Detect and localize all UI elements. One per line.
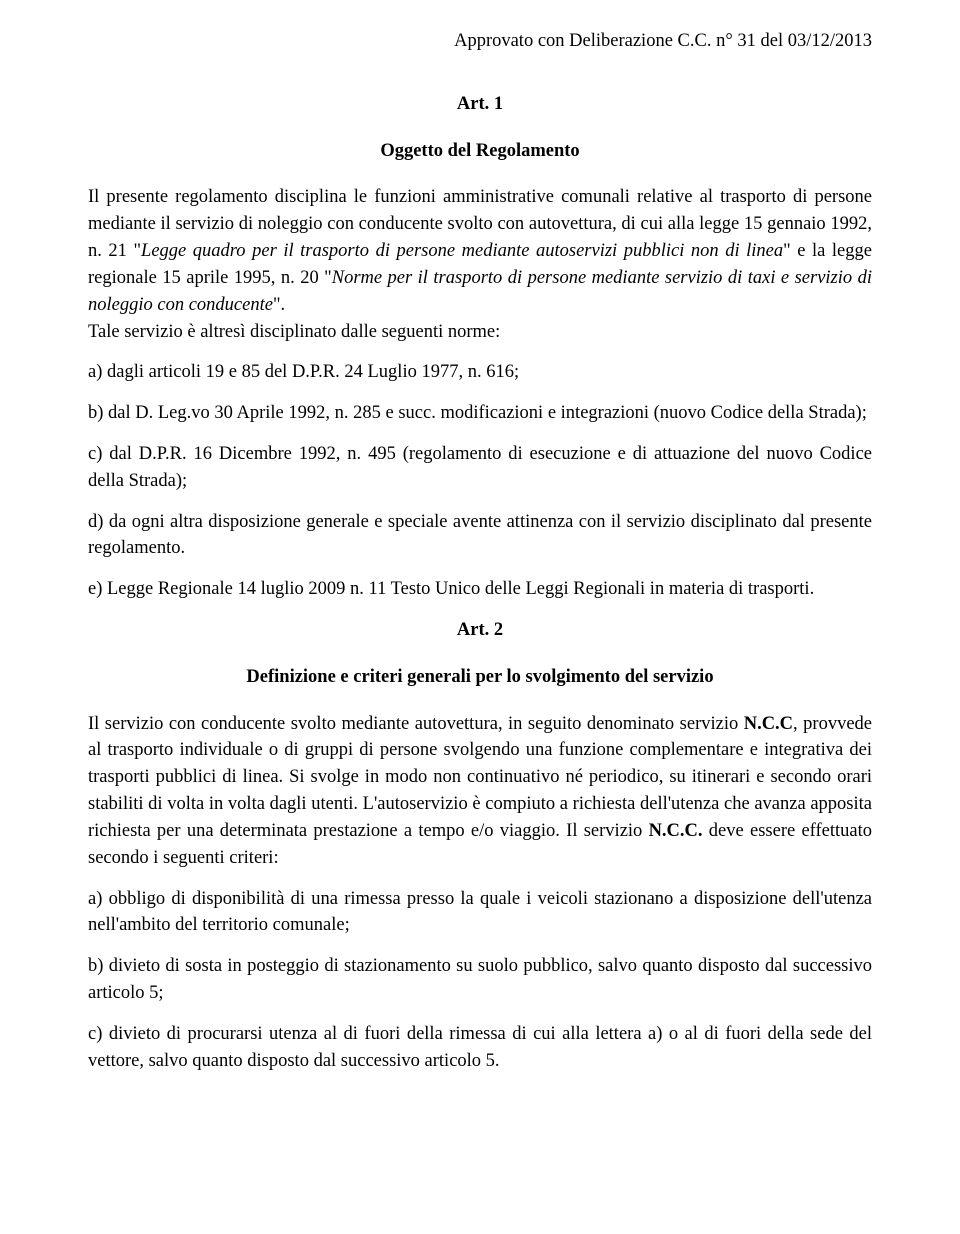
art1-item-b: b) dal D. Leg.vo 30 Aprile 1992, n. 285 … <box>88 400 872 427</box>
art1-citation-1: Legge quadro per il trasporto di persone… <box>141 241 783 261</box>
art2-item-c: c) divieto di procurarsi utenza al di fu… <box>88 1021 872 1075</box>
art1-intro: Il presente regolamento disciplina le fu… <box>88 184 872 345</box>
art1-item-c: c) dal D.P.R. 16 Dicembre 1992, n. 495 (… <box>88 441 872 495</box>
art2-heading: Art. 2 <box>88 617 872 644</box>
art2-item-b: b) divieto di sosta in posteggio di staz… <box>88 953 872 1007</box>
art2-paragraph-1: Il servizio con conducente svolto median… <box>88 711 872 872</box>
art1-item-e: e) Legge Regionale 14 luglio 2009 n. 11 … <box>88 576 872 603</box>
art2-subtitle: Definizione e criteri generali per lo sv… <box>88 664 872 691</box>
art1-subtitle: Oggetto del Regolamento <box>88 138 872 165</box>
art1-intro-post: ". <box>273 295 285 315</box>
art2-ncc-2: N.C.C. <box>649 821 703 841</box>
art2-item-a: a) obbligo di disponibilità di una rimes… <box>88 886 872 940</box>
art2-p1-pre: Il servizio con conducente svolto median… <box>88 714 744 734</box>
approval-header: Approvato con Deliberazione C.C. n° 31 d… <box>88 28 872 55</box>
art1-tale: Tale servizio è altresì disciplinato dal… <box>88 322 500 342</box>
art1-item-d: d) da ogni altra disposizione generale e… <box>88 509 872 563</box>
art1-heading: Art. 1 <box>88 91 872 118</box>
art2-ncc-1: N.C.C <box>744 714 793 734</box>
document-page: Approvato con Deliberazione C.C. n° 31 d… <box>0 0 960 1128</box>
art1-item-a: a) dagli articoli 19 e 85 del D.P.R. 24 … <box>88 359 872 386</box>
